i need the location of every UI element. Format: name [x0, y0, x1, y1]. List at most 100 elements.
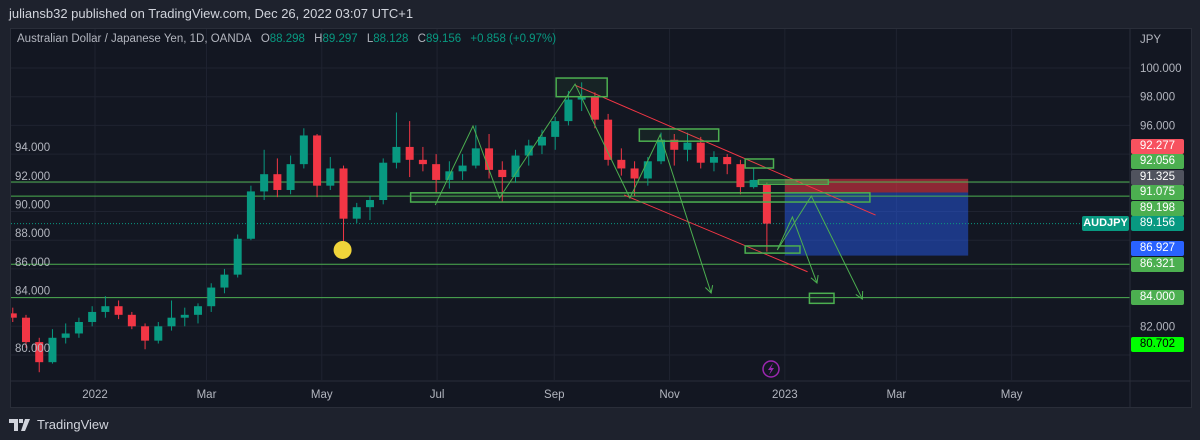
- currency-label: JPY: [1140, 34, 1161, 46]
- candle-body: [392, 146, 401, 163]
- candle-body: [167, 317, 176, 327]
- candle-body: [630, 168, 639, 179]
- price-label: 91.325: [1131, 169, 1184, 185]
- candle-body: [127, 314, 136, 327]
- price-label: 89.156: [1131, 216, 1184, 232]
- y-tick-label: 96.000: [1140, 120, 1175, 132]
- x-tick-label: Sep: [544, 389, 564, 401]
- price-label: 91.075: [1131, 185, 1184, 201]
- candle-body: [537, 136, 546, 146]
- candle-body: [313, 135, 322, 186]
- price-label: 86.927: [1131, 241, 1184, 257]
- y-tick-label: 88.000: [15, 228, 50, 240]
- candle-body: [471, 148, 480, 166]
- candle-body: [762, 184, 771, 224]
- price-label: 92.056: [1131, 154, 1184, 170]
- candle-body: [154, 326, 163, 341]
- candle-body: [485, 148, 494, 170]
- price-label: 80.702: [1131, 337, 1184, 353]
- y-tick-label: 94.000: [15, 142, 50, 154]
- candle-body: [564, 99, 573, 122]
- candle-body: [273, 174, 282, 190]
- candle-body: [590, 96, 599, 120]
- zone-rectangle: [757, 179, 830, 185]
- y-tick-label: 86.000: [15, 257, 50, 269]
- candle-body: [246, 191, 255, 239]
- high-value: 89.297: [322, 33, 358, 45]
- candle-body: [749, 179, 758, 188]
- projection-path: [434, 83, 712, 294]
- x-tick-label: 2023: [772, 389, 798, 401]
- low-value: 88.128: [373, 33, 409, 45]
- candle-body: [551, 121, 560, 137]
- zone-rectangle: [744, 158, 775, 169]
- zone-rectangle: [638, 128, 720, 142]
- zone-rectangle: [808, 292, 835, 305]
- candle-body: [643, 161, 652, 179]
- x-tick-label: Mar: [886, 389, 906, 401]
- candle-body: [233, 238, 242, 275]
- close-value: 89.156: [425, 33, 462, 45]
- x-tick-label: Nov: [659, 389, 680, 401]
- candle-body: [511, 155, 520, 178]
- candle-body: [61, 333, 70, 338]
- y-tick-label: 92.000: [15, 171, 50, 183]
- y-tick-label: 98.000: [1140, 92, 1175, 104]
- candle-body: [22, 317, 30, 343]
- high-key: H: [314, 33, 323, 45]
- candle-body: [207, 287, 216, 307]
- candle-body: [180, 314, 189, 318]
- price-label: 92.277: [1131, 138, 1184, 154]
- candle-body: [352, 207, 361, 219]
- x-tick-label: Jul: [430, 389, 445, 401]
- arrow-head-icon: [810, 274, 819, 284]
- candle-body: [74, 321, 83, 334]
- footer-bar: [0, 408, 1200, 440]
- candle-body: [657, 139, 666, 162]
- candle-body: [220, 274, 229, 288]
- chart-legend: Australian Dollar / Japanese Yen, 1D, OA…: [17, 33, 562, 45]
- x-tick-label: May: [311, 389, 333, 401]
- tradingview-logo[interactable]: TradingView: [9, 417, 109, 432]
- arrow-head-icon: [855, 291, 864, 300]
- open-key: O: [260, 33, 270, 45]
- y-tick-label: 84.000: [15, 286, 50, 298]
- tradingview-logo-icon: [9, 418, 30, 431]
- symbol-title: Australian Dollar / Japanese Yen, 1D, OA…: [17, 33, 252, 45]
- arrow-head-icon: [704, 285, 714, 295]
- zone-rectangle: [555, 77, 608, 98]
- price-label: 84.000: [1131, 290, 1184, 306]
- candle-body: [299, 135, 308, 165]
- close-key: C: [417, 33, 426, 45]
- y-tick-label: 100.000: [1140, 63, 1182, 75]
- candle-body: [723, 156, 732, 165]
- candle-body: [709, 156, 718, 163]
- zone-rectangle: [409, 192, 871, 203]
- y-tick-label: 90.000: [15, 200, 50, 212]
- candle-body: [101, 306, 110, 312]
- candle-body: [379, 162, 388, 201]
- candle-body: [418, 159, 427, 165]
- y-tick-label: 82.000: [1140, 321, 1175, 333]
- header-bar: juliansb32 published on TradingView.com,…: [0, 0, 1200, 28]
- projection-path: [776, 194, 863, 300]
- candle-body: [88, 311, 97, 322]
- zone-rectangle: [744, 245, 801, 254]
- brand-name: TradingView: [37, 417, 109, 432]
- trend-line: [624, 194, 808, 273]
- price-label: 86.321: [1131, 256, 1184, 272]
- candle-body: [524, 145, 533, 156]
- low-key: L: [366, 33, 374, 45]
- candle-body: [326, 168, 335, 186]
- candle-body: [736, 164, 745, 188]
- symbol-tag: AUDJPY: [1082, 216, 1129, 232]
- candle-body: [432, 164, 441, 180]
- marker-circle: [333, 240, 352, 259]
- events-lightning-icon: [762, 360, 780, 378]
- open-value: 88.298: [269, 33, 305, 45]
- candle-body: [670, 139, 679, 150]
- candle-body: [498, 169, 507, 178]
- price-label: 89.198: [1131, 200, 1184, 216]
- y-tick-label: 80.000: [15, 343, 50, 355]
